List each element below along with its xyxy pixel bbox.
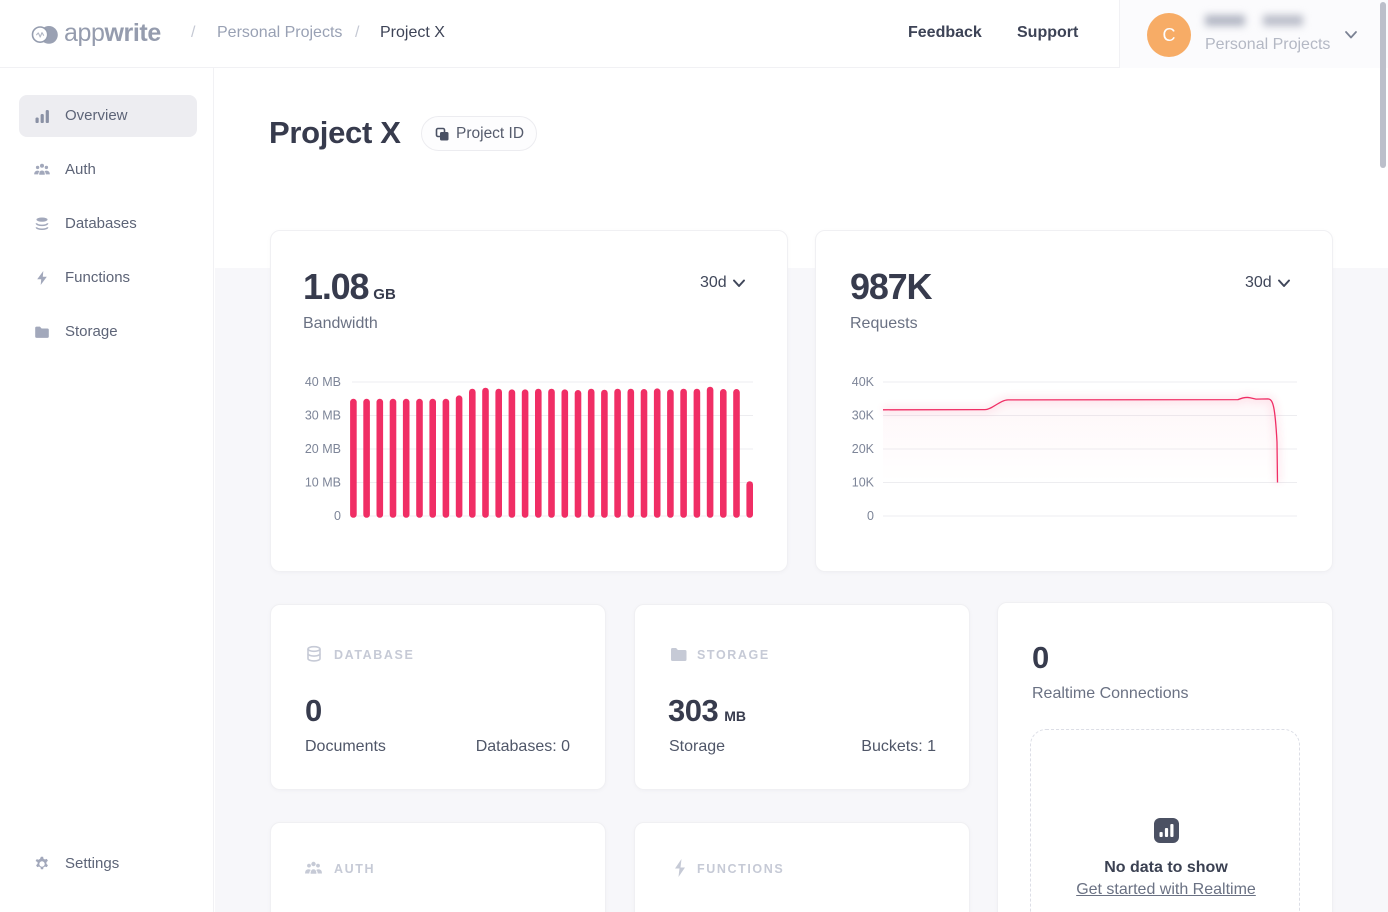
svg-text:0: 0 <box>867 509 874 523</box>
svg-text:20K: 20K <box>852 442 875 456</box>
svg-text:40 MB: 40 MB <box>305 375 341 389</box>
svg-text:40K: 40K <box>852 375 875 389</box>
svg-text:10K: 10K <box>852 476 875 490</box>
svg-text:30 MB: 30 MB <box>305 409 341 423</box>
svg-text:0: 0 <box>334 509 341 523</box>
svg-text:10 MB: 10 MB <box>305 476 341 490</box>
svg-text:30K: 30K <box>852 409 875 423</box>
svg-text:20 MB: 20 MB <box>305 442 341 456</box>
